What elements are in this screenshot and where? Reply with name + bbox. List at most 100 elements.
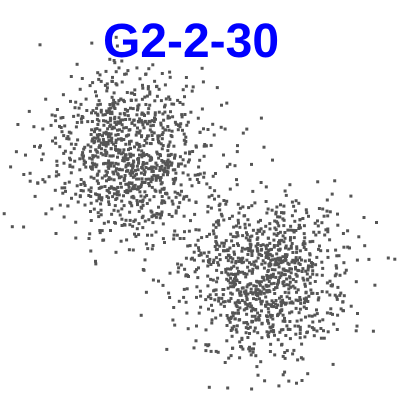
scatter-point (135, 164, 139, 168)
scatter-point (273, 292, 277, 295)
scatter-point (223, 127, 227, 131)
scatter-point (330, 192, 334, 196)
scatter-point (236, 218, 240, 222)
scatter-point (145, 141, 149, 145)
scatter-point (268, 313, 272, 317)
scatter-point (123, 156, 127, 160)
scatter-point (342, 245, 346, 249)
scatter-point (294, 229, 298, 232)
scatter-point (278, 215, 282, 219)
scatter-point (176, 205, 180, 209)
scatter-point (119, 121, 122, 125)
scatter-point (272, 288, 276, 291)
scatter-point (207, 195, 211, 199)
scatter-point (272, 281, 276, 285)
scatter-point (105, 86, 109, 90)
scatter-point (136, 126, 139, 130)
scatter-point (136, 187, 139, 191)
scatter-point (116, 162, 120, 166)
scatter-point (135, 142, 139, 146)
scatter-point (269, 263, 273, 267)
scatter-point (271, 317, 275, 321)
scatter-point (162, 187, 166, 191)
scatter-point (89, 195, 93, 198)
scatter-point (344, 268, 348, 272)
scatter-point (109, 138, 113, 142)
scatter-point (69, 158, 72, 162)
scatter-point (73, 106, 77, 110)
scatter-point (208, 186, 212, 190)
scatter-point (205, 254, 209, 258)
scatter-point (245, 312, 249, 316)
scatter-point (281, 234, 285, 238)
scatter-point (112, 59, 116, 62)
scatter-point (271, 275, 275, 279)
scatter-point (44, 97, 48, 101)
scatter-point (259, 227, 263, 231)
scatter-point (227, 356, 231, 360)
scatter-point (233, 164, 237, 168)
scatter-point (144, 72, 148, 76)
scatter-point (90, 139, 94, 143)
scatter-point (160, 201, 164, 205)
scatter-point (339, 307, 343, 311)
scatter-point (317, 207, 321, 210)
scatter-point (304, 269, 308, 273)
scatter-point (338, 273, 342, 277)
scatter-point (57, 173, 61, 177)
scatter-point (265, 300, 269, 304)
scatter-series-1 (139, 150, 397, 391)
scatter-point (118, 148, 122, 152)
scatter-point (233, 301, 237, 305)
scatter-point (54, 141, 58, 145)
scatter-point (173, 168, 177, 172)
scatter-point (178, 101, 182, 104)
scatter-point (118, 175, 122, 179)
scatter-point (137, 222, 141, 226)
scatter-point (294, 265, 297, 269)
scatter-point (79, 102, 83, 106)
scatter-point (234, 261, 238, 265)
scatter-point (185, 287, 189, 291)
scatter-point (143, 181, 147, 184)
scatter-point (235, 178, 238, 182)
scatter-point (326, 255, 330, 259)
scatter-point (99, 110, 103, 114)
scatter-point (90, 111, 93, 115)
scatter-point (113, 61, 117, 65)
scatter-point (212, 41, 216, 45)
scatter-point (117, 99, 121, 103)
scatter-point (320, 221, 324, 225)
scatter-point (160, 187, 164, 191)
scatter-point (247, 347, 251, 351)
scatter-point (143, 258, 147, 262)
scatter-point (97, 169, 101, 173)
scatter-point (101, 113, 105, 117)
scatter-point (53, 188, 57, 192)
scatter-point (104, 130, 108, 134)
scatter-point (254, 293, 258, 297)
scatter-point (226, 286, 230, 290)
scatter-point (231, 311, 235, 315)
scatter-point (102, 123, 106, 127)
scatter-point (282, 224, 286, 228)
scatter-point (259, 360, 263, 364)
scatter-point (248, 239, 252, 242)
scatter-point (244, 302, 248, 306)
scatter-point (154, 215, 158, 219)
scatter-point (114, 123, 118, 127)
scatter-point (228, 246, 232, 250)
scatter-point (256, 236, 260, 240)
scatter-point (288, 275, 292, 279)
scatter-point (297, 201, 301, 205)
scatter-point (118, 128, 121, 132)
scatter-point (225, 199, 229, 203)
scatter-point (167, 291, 171, 295)
scatter-point (244, 326, 248, 330)
scatter-point (285, 295, 289, 299)
scatter-point (262, 230, 266, 234)
scatter-point (176, 128, 180, 132)
scatter-point (105, 141, 109, 144)
scatter-point (302, 240, 306, 244)
scatter-point (62, 134, 66, 138)
